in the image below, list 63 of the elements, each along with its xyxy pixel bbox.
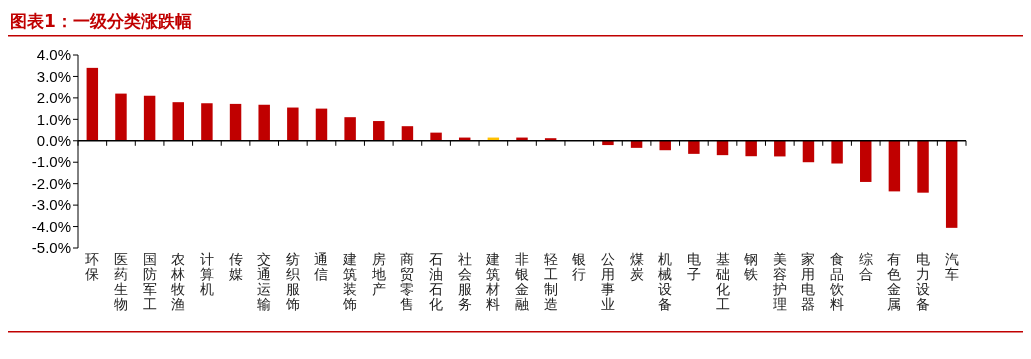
bar <box>774 140 786 157</box>
x-tick-label: 纺织服饰 <box>284 251 300 312</box>
x-tick-label: 汽车 <box>944 251 959 282</box>
bar <box>831 140 843 164</box>
y-tick-label: 2.0% <box>36 89 71 107</box>
x-tick-label: 有色金属 <box>887 251 902 312</box>
bar <box>287 107 299 141</box>
y-tick-label: -3.0% <box>31 196 71 214</box>
y-tick-label: -5.0% <box>31 239 71 257</box>
x-tick-label: 钢铁 <box>743 251 759 282</box>
bar <box>143 95 156 141</box>
bar <box>229 103 242 141</box>
x-tick-label: 建筑材料 <box>485 251 501 312</box>
x-tick-label: 石油石化 <box>429 251 444 312</box>
bar <box>86 67 99 141</box>
x-tick-label: 房地产 <box>370 251 386 297</box>
bar <box>201 103 213 141</box>
bar <box>688 140 700 154</box>
bar <box>401 126 414 141</box>
x-tick-label: 传媒 <box>228 251 243 282</box>
x-tick-label: 商贸零售 <box>400 251 415 312</box>
y-tick-label: 4.0% <box>36 46 71 64</box>
x-tick-label: 通信 <box>314 251 329 282</box>
bar <box>917 140 929 193</box>
bar <box>888 140 901 192</box>
x-tick-label: 电力设备 <box>916 251 931 312</box>
x-tick-label: 美容护理 <box>771 251 787 312</box>
y-tick-label: -2.0% <box>31 174 71 192</box>
x-tick-label: 公用事业 <box>600 251 615 312</box>
chart-title: 图表1：一级分类涨跌幅 <box>10 11 192 31</box>
bar <box>745 140 757 157</box>
x-tick-label: 社会服务 <box>457 251 472 312</box>
bar <box>315 108 328 141</box>
bar <box>430 132 442 141</box>
y-tick-label: 3.0% <box>36 67 71 85</box>
x-tick-label: 电子 <box>686 251 701 282</box>
x-tick-label: 家用电器 <box>801 251 816 312</box>
x-tick-label: 银行 <box>571 251 587 282</box>
x-tick-label: 医药生物 <box>113 251 128 312</box>
bar <box>945 140 958 228</box>
x-tick-label: 食品饮料 <box>829 251 845 312</box>
x-tick-label: 计算机 <box>199 251 214 297</box>
x-tick-label: 机械设备 <box>658 251 673 312</box>
x-tick-label: 农林牧渔 <box>170 251 186 312</box>
bar <box>860 140 872 182</box>
y-tick-label: 0.0% <box>36 132 71 150</box>
bar <box>373 121 385 141</box>
x-tick-label: 国防军工 <box>142 251 157 312</box>
y-tick-label: -1.0% <box>31 153 71 171</box>
bar <box>258 104 270 141</box>
x-tick-label: 交通运输 <box>257 251 272 312</box>
x-tick-label: 轻工制造 <box>543 251 558 312</box>
y-tick-label: -4.0% <box>31 217 71 235</box>
y-tick-label: 1.0% <box>36 110 71 128</box>
x-tick-label: 煤炭 <box>629 251 644 282</box>
bar <box>115 93 127 141</box>
x-tick-label: 综合 <box>858 251 873 282</box>
x-tick-label: 环保 <box>85 251 100 282</box>
x-tick-label: 非银金融 <box>514 251 529 312</box>
bar <box>344 117 356 141</box>
bar <box>172 102 184 141</box>
x-tick-label: 基础化工 <box>714 251 730 312</box>
x-tick-label: 建筑装饰 <box>342 251 358 312</box>
